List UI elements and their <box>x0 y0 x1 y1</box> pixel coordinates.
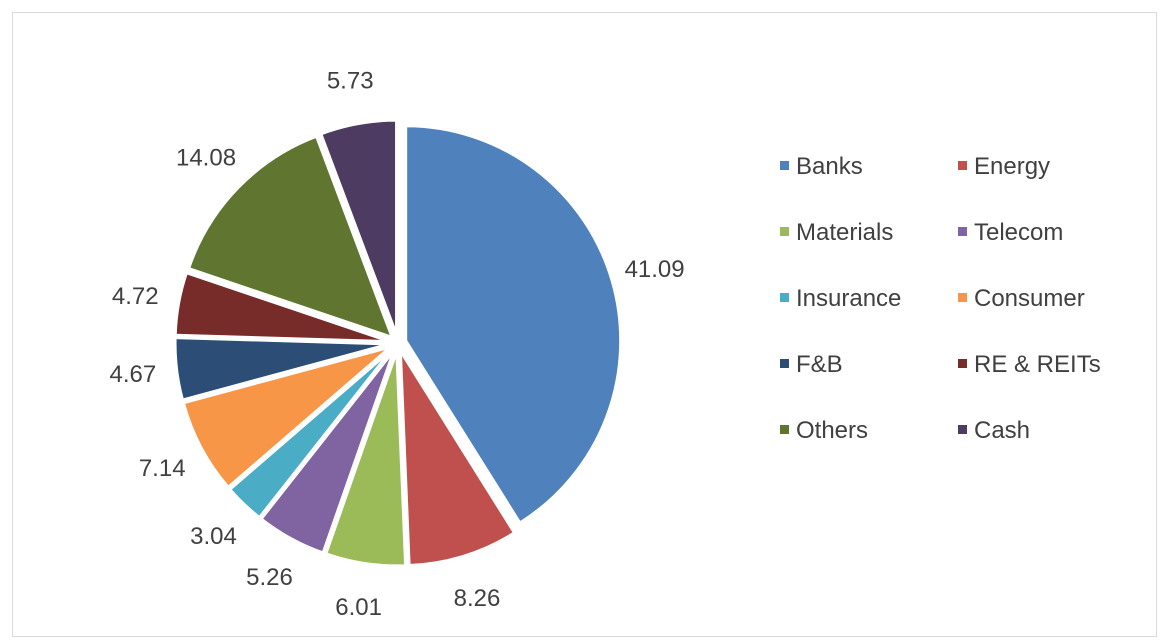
pie-slice-re-and-reits <box>173 271 392 344</box>
legend-swatch-others <box>780 425 789 434</box>
legend-item-consumer: Consumer <box>958 285 1085 312</box>
pie-slice-cash <box>319 118 399 337</box>
pie-slice-banks <box>404 124 623 525</box>
legend-label-fandb: F&B <box>796 351 843 378</box>
legend-swatch-materials <box>780 227 789 236</box>
legend-item-fandb: F&B <box>780 351 843 378</box>
pie-slice-others <box>187 134 394 339</box>
legend-label-energy: Energy <box>974 153 1050 180</box>
data-label-banks: 41.09 <box>625 256 685 283</box>
legend-label-consumer: Consumer <box>974 285 1085 312</box>
pie-slice-materials <box>324 349 408 568</box>
pie-slice-consumer <box>181 345 393 489</box>
pie-slice-telecom <box>259 348 396 555</box>
legend: Banks Energy Materials Telecom Insurance Cons… <box>780 153 1101 444</box>
data-label-fandb: 4.67 <box>109 361 156 388</box>
data-label-re-and-reits: 4.72 <box>112 283 159 310</box>
legend-item-banks: Banks <box>780 153 863 180</box>
legend-label-materials: Materials <box>796 219 893 246</box>
pie-slice-energy <box>398 349 517 567</box>
legend-label-re-and-reits: RE & REITs <box>974 351 1101 378</box>
legend-item-others: Others <box>780 417 868 444</box>
data-label-telecom: 5.26 <box>246 564 293 591</box>
data-label-materials: 6.01 <box>335 594 382 621</box>
data-label-cash: 5.73 <box>327 67 374 94</box>
legend-label-cash: Cash <box>974 417 1030 444</box>
legend-swatch-cash <box>958 425 967 434</box>
legend-label-others: Others <box>796 417 868 444</box>
legend-label-telecom: Telecom <box>974 219 1063 246</box>
legend-item-energy: Energy <box>958 153 1050 180</box>
legend-swatch-energy <box>958 161 967 170</box>
pie-slice-insurance <box>228 347 394 520</box>
data-label-others: 14.08 <box>176 144 236 171</box>
legend-swatch-banks <box>780 161 789 170</box>
legend-item-materials: Materials <box>780 219 893 246</box>
legend-swatch-fandb <box>780 359 789 368</box>
legend-swatch-re-and-reits <box>958 359 967 368</box>
legend-label-banks: Banks <box>796 153 863 180</box>
legend-swatch-insurance <box>780 293 789 302</box>
data-labels: 41.09 8.26 6.01 5.26 3.04 7.14 4.67 4.72 14.08 5.… <box>109 67 684 621</box>
legend-item-cash: Cash <box>958 417 1030 444</box>
data-label-insurance: 3.04 <box>190 523 237 550</box>
data-label-energy: 8.26 <box>454 585 501 612</box>
legend-item-telecom: Telecom <box>958 219 1063 246</box>
pie-slice-fandb <box>173 336 392 402</box>
legend-label-insurance: Insurance <box>796 285 901 312</box>
data-label-consumer: 7.14 <box>139 455 186 482</box>
legend-swatch-consumer <box>958 293 967 302</box>
legend-item-re-and-reits: RE & REITs <box>958 351 1101 378</box>
legend-swatch-telecom <box>958 227 967 236</box>
pie-slices <box>173 118 623 568</box>
legend-item-insurance: Insurance <box>780 285 901 312</box>
